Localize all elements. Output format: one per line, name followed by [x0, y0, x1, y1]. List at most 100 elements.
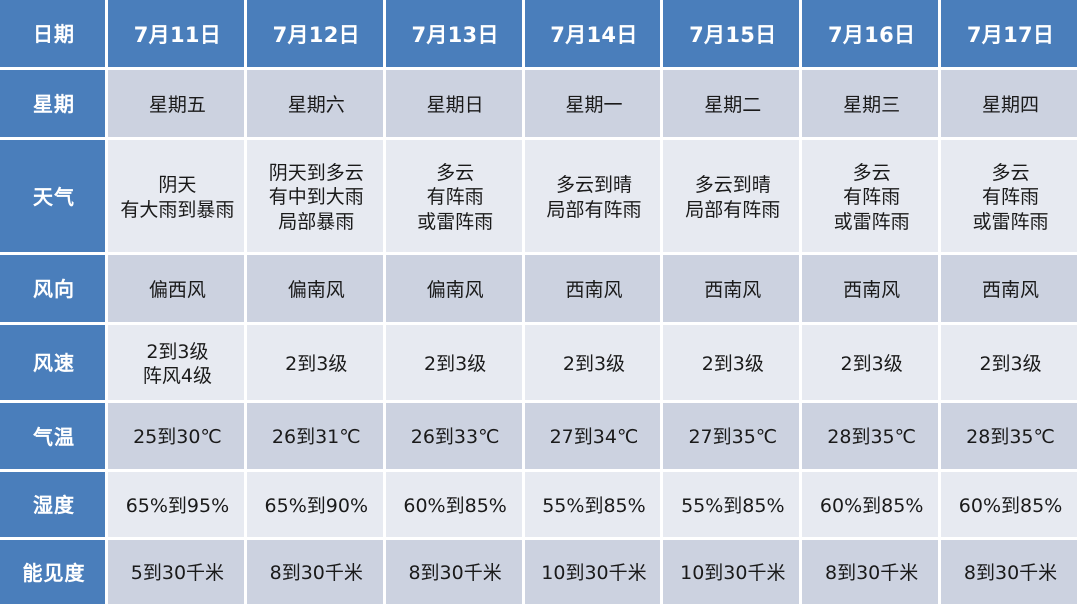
table-row-weekday: 星期 星期五 星期六 星期日 星期一 星期二 星期三 星期四 [0, 70, 1080, 140]
cell-text: 2到3级 阵风4级 [142, 340, 212, 387]
cell-humidity-3: 60%到85% [385, 472, 525, 540]
cell-text: 65%到95% [125, 494, 230, 517]
cell-weather-3: 多云 有阵雨 或雷阵雨 [385, 140, 525, 255]
row-label-humidity: 湿度 [0, 472, 108, 540]
cell-temperature-2: 26到31℃ [246, 403, 386, 472]
cell-text: 2到3级 [840, 352, 903, 375]
cell-text: 60%到85% [819, 494, 924, 517]
row-label-temperature: 气温 [0, 403, 108, 472]
cell-visibility-5: 10到30千米 [663, 540, 803, 607]
cell-temperature-6: 28到35℃ [802, 403, 942, 472]
row-label-wind-direction: 风向 [0, 255, 108, 325]
row-label-weather: 天气 [0, 140, 108, 255]
cell-visibility-3: 8到30千米 [385, 540, 525, 607]
cell-text: 60%到85% [403, 494, 507, 517]
cell-text: 2到3级 [424, 352, 487, 375]
cell-humidity-1: 65%到95% [108, 472, 247, 540]
cell-weekday-2: 星期六 [246, 70, 386, 140]
cell-text: 8到30千米 [408, 562, 502, 585]
table-row-visibility: 能见度 5到30千米 8到30千米 8到30千米 10到30千米 10到30千米… [0, 540, 1080, 607]
cell-text: 偏西风 [148, 278, 206, 301]
cell-weather-7: 多云 有阵雨 或雷阵雨 [941, 140, 1080, 255]
cell-humidity-5: 55%到85% [663, 472, 803, 540]
cell-visibility-6: 8到30千米 [802, 540, 942, 607]
cell-weather-2: 阴天到多云 有中到大雨 局部暴雨 [246, 140, 386, 255]
column-header-date-3: 7月13日 [385, 0, 525, 70]
cell-temperature-7: 28到35℃ [941, 403, 1080, 472]
cell-wind-speed-7: 2到3级 [941, 325, 1080, 403]
row-label-weekday: 星期 [0, 70, 108, 140]
table-row-weather: 天气 阴天 有大雨到暴雨 阴天到多云 有中到大雨 局部暴雨 多云 有阵雨 或雷阵… [0, 140, 1080, 255]
cell-text: 10到30千米 [541, 562, 647, 585]
cell-visibility-7: 8到30千米 [941, 540, 1080, 607]
cell-visibility-1: 5到30千米 [108, 540, 247, 607]
cell-text: 28到35℃ [966, 426, 1055, 449]
cell-temperature-4: 27到34℃ [524, 403, 664, 472]
cell-text: 27到35℃ [688, 426, 778, 449]
cell-weather-1: 阴天 有大雨到暴雨 [108, 140, 247, 255]
cell-temperature-3: 26到33℃ [385, 403, 525, 472]
cell-text: 多云到晴 局部有阵雨 [546, 174, 642, 221]
cell-text: 2到3级 [979, 352, 1042, 375]
cell-text: 8到30千米 [825, 562, 919, 585]
column-header-date-1: 7月11日 [108, 0, 247, 70]
cell-wind-direction-1: 偏西风 [108, 255, 247, 325]
column-header-date-7: 7月17日 [941, 0, 1080, 70]
cell-wind-speed-4: 2到3级 [524, 325, 664, 403]
cell-wind-direction-7: 西南风 [941, 255, 1080, 325]
column-header-date-5: 7月15日 [663, 0, 803, 70]
cell-text: 25到30℃ [133, 426, 222, 449]
row-label-visibility: 能见度 [0, 540, 108, 607]
cell-text: 27到34℃ [549, 426, 639, 449]
cell-text: 星期二 [704, 93, 762, 116]
cell-text: 55%到85% [681, 494, 785, 517]
cell-text: 2到3级 [285, 352, 348, 375]
column-header-date-2: 7月12日 [246, 0, 386, 70]
cell-text: 阴天 有大雨到暴雨 [120, 174, 235, 221]
cell-wind-direction-5: 西南风 [663, 255, 803, 325]
cell-text: 西南风 [843, 278, 901, 301]
cell-humidity-2: 65%到90% [246, 472, 386, 540]
table-row-wind-direction: 风向 偏西风 偏南风 偏南风 西南风 西南风 西南风 西南风 [0, 255, 1080, 325]
cell-weather-5: 多云到晴 局部有阵雨 [663, 140, 803, 255]
cell-text: 阴天到多云 有中到大雨 局部暴雨 [268, 162, 364, 233]
cell-text: 星期四 [982, 93, 1040, 116]
cell-wind-direction-3: 偏南风 [385, 255, 525, 325]
cell-weekday-5: 星期二 [663, 70, 803, 140]
cell-text: 8到30千米 [963, 562, 1058, 585]
cell-wind-speed-6: 2到3级 [802, 325, 942, 403]
cell-text: 西南风 [982, 278, 1040, 301]
cell-weekday-4: 星期一 [524, 70, 664, 140]
cell-wind-speed-2: 2到3级 [246, 325, 386, 403]
cell-text: 2到3级 [701, 352, 764, 375]
table-row-humidity: 湿度 65%到95% 65%到90% 60%到85% 55%到85% 55%到8… [0, 472, 1080, 540]
cell-humidity-7: 60%到85% [941, 472, 1080, 540]
cell-wind-speed-5: 2到3级 [663, 325, 803, 403]
cell-weekday-7: 星期四 [941, 70, 1080, 140]
cell-text: 2到3级 [562, 352, 626, 375]
cell-weather-6: 多云 有阵雨 或雷阵雨 [802, 140, 942, 255]
cell-text: 多云 有阵雨 或雷阵雨 [972, 162, 1049, 233]
cell-text: 偏南风 [426, 278, 484, 301]
cell-text: 星期一 [565, 93, 623, 116]
cell-text: 10到30千米 [680, 562, 786, 585]
cell-visibility-2: 8到30千米 [246, 540, 386, 607]
cell-text: 星期五 [148, 93, 206, 116]
cell-text: 星期日 [426, 93, 484, 116]
cell-temperature-1: 25到30℃ [108, 403, 247, 472]
cell-weekday-1: 星期五 [108, 70, 247, 140]
cell-text: 多云到晴 局部有阵雨 [685, 174, 781, 221]
cell-humidity-6: 60%到85% [802, 472, 942, 540]
cell-text: 偏南风 [287, 278, 345, 301]
cell-weather-4: 多云到晴 局部有阵雨 [524, 140, 664, 255]
cell-wind-direction-4: 西南风 [524, 255, 664, 325]
cell-text: 26到33℃ [410, 426, 500, 449]
column-header-date-4: 7月14日 [524, 0, 664, 70]
cell-text: 60%到85% [958, 494, 1063, 517]
cell-wind-speed-1: 2到3级 阵风4级 [108, 325, 247, 403]
cell-temperature-5: 27到35℃ [663, 403, 803, 472]
cell-visibility-4: 10到30千米 [524, 540, 664, 607]
cell-text: 65%到90% [264, 494, 368, 517]
table-row-wind-speed: 风速 2到3级 阵风4级 2到3级 2到3级 2到3级 2到3级 2到3级 2到… [0, 325, 1080, 403]
